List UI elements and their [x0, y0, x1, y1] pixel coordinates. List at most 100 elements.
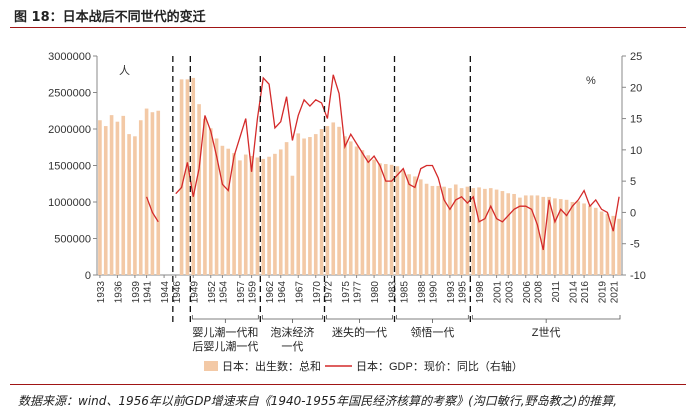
bar-1977: [354, 146, 359, 275]
right-tick-label: 15: [630, 114, 642, 126]
generation-bracket: [471, 315, 621, 320]
bar-1967: [296, 133, 301, 275]
generation-bracket: [261, 315, 323, 320]
right-tick-label: 10: [630, 145, 642, 157]
generation-bracket: [396, 315, 469, 320]
bar-1996: [465, 186, 470, 275]
bar-1999: [483, 188, 487, 275]
x-tick-label: 1998: [475, 281, 486, 304]
bar-1958: [243, 154, 248, 275]
x-tick-label: 1954: [218, 281, 229, 304]
title-rule: [10, 27, 686, 28]
x-tick-label: 1952: [207, 281, 218, 304]
bar-1961: [261, 158, 266, 275]
bar-2017: [588, 205, 592, 275]
bar-1975: [343, 136, 347, 275]
bar-1948: [185, 79, 190, 275]
bar-2007: [529, 195, 534, 275]
bar-1950: [197, 104, 201, 276]
x-tick-label: 1933: [96, 281, 107, 304]
left-tick-label: 3000000: [48, 51, 91, 63]
left-tick-label: 2500000: [48, 88, 91, 100]
bar-1941: [144, 108, 149, 275]
left-tick-label: 1000000: [48, 197, 91, 209]
bar-1989: [424, 183, 429, 275]
x-tick-label: 2019: [598, 281, 609, 304]
bar-1955: [226, 148, 231, 275]
x-tick-label: 1964: [277, 281, 288, 304]
bar-1953: [214, 138, 219, 275]
generation-label-line: 后婴儿潮一代: [192, 339, 258, 353]
bar-1971: [319, 129, 324, 275]
x-tick-label: 2021: [609, 281, 620, 304]
bar-1991: [436, 185, 441, 275]
bar-1965: [284, 142, 289, 275]
generation-label-1: 泡沫经济一代: [270, 325, 314, 353]
bar-1992: [442, 186, 446, 275]
bar-1957: [238, 160, 242, 275]
right-tick-label: -10: [630, 270, 646, 282]
bar-1983: [389, 164, 394, 275]
left-tick-label: 0: [85, 270, 91, 282]
generation-label-3: 领悟一代: [410, 325, 454, 339]
bar-1976: [348, 141, 353, 275]
bar-1978: [360, 150, 365, 275]
bar-1954: [220, 145, 225, 275]
bar-2014: [570, 202, 575, 275]
generation-label-4: Z世代: [532, 326, 561, 339]
bar-1970: [313, 134, 318, 275]
bar-2008: [535, 195, 540, 275]
bar-1960: [255, 157, 260, 275]
bar-2009: [541, 196, 546, 275]
bar-1963: [273, 153, 277, 275]
x-tick-label: 1949: [189, 281, 200, 304]
bar-1952: [208, 128, 213, 275]
x-tick-label: 2001: [493, 281, 504, 304]
bar-1942: [150, 112, 155, 276]
x-tick-label: 1946: [172, 281, 183, 304]
source-note: 数据来源：wind、1956年以前GDP增速来自《1940-1955年国民经济核…: [18, 394, 618, 408]
legend-label-gdp: 日本：GDP：现价：同比（右轴）: [356, 359, 523, 373]
left-tick-label: 500000: [54, 234, 91, 246]
bar-2012: [558, 199, 563, 275]
bar-2006: [523, 195, 528, 275]
x-tick-label: 1983: [388, 281, 399, 304]
bar-1966: [290, 175, 295, 275]
bar-1940: [138, 120, 143, 276]
bar-2004: [512, 193, 516, 275]
generation-label-line: 泡沫经济: [270, 325, 314, 339]
bar-1998: [477, 187, 481, 275]
generation-label-line: 一代: [281, 340, 303, 353]
bar-2000: [488, 188, 493, 275]
bar-1939: [133, 136, 137, 275]
bar-1979: [366, 155, 371, 275]
bar-2019: [599, 211, 604, 275]
x-tick-label: 2003: [504, 281, 515, 304]
figure-title: 图 18：日本战后不同世代的变迁: [14, 10, 206, 25]
bar-1985: [401, 170, 406, 275]
gdp-growth-line: [145, 74, 620, 251]
bar-1972: [325, 126, 330, 275]
x-tick-label: 1970: [312, 281, 323, 304]
bar-1943: [156, 110, 161, 275]
bar-1974: [337, 126, 341, 275]
bar-2001: [494, 189, 499, 275]
legend-label-births: 日本：出生数：总和: [222, 359, 321, 373]
bar-1938: [127, 134, 131, 275]
legend-swatch-births: [204, 361, 218, 371]
bar-2011: [553, 198, 557, 275]
x-tick-label: 2011: [551, 281, 562, 303]
bar-1980: [372, 159, 376, 275]
generation-label-line: 领悟一代: [410, 325, 454, 339]
bar-1988: [418, 179, 423, 275]
bar-1962: [267, 156, 271, 275]
bar-2020: [605, 213, 610, 275]
bar-2005: [518, 197, 522, 275]
x-tick-label: 2008: [533, 281, 544, 304]
bar-1935: [109, 115, 114, 275]
x-tick-label: 1936: [113, 281, 124, 304]
x-tick-label: 1977: [353, 281, 364, 304]
bar-1964: [278, 149, 283, 275]
bar-1934: [103, 126, 108, 275]
bar-1990: [430, 185, 435, 275]
